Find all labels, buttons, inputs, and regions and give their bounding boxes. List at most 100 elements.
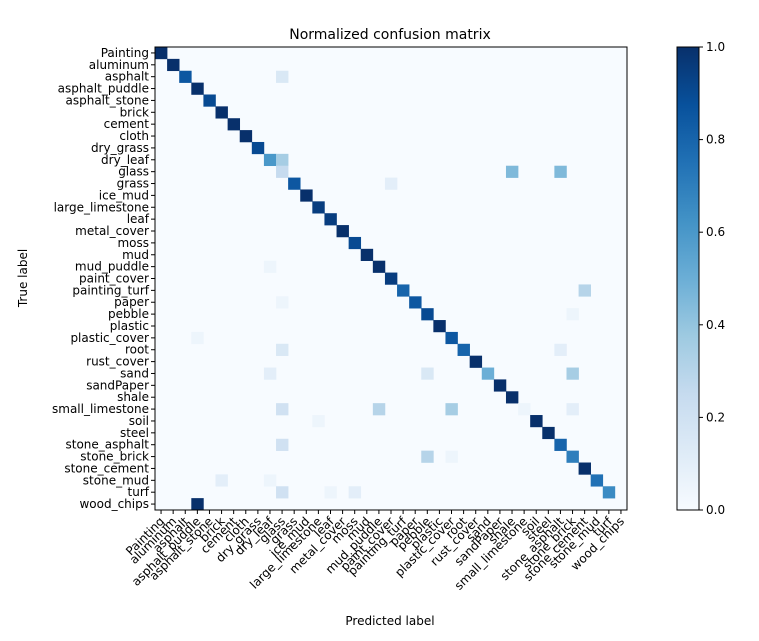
y-tick-label: plastic_cover — [70, 331, 149, 345]
heatmap-cell — [542, 426, 555, 440]
colorbar-tick-label: 0.6 — [706, 225, 725, 239]
y-tick-label: dry_leaf — [101, 153, 150, 167]
heatmap-cell — [469, 355, 483, 368]
heatmap-cell — [263, 153, 277, 167]
y-tick-label: wood_chips — [79, 497, 149, 511]
heatmap-cell — [215, 106, 228, 119]
y-tick-label: painting_turf — [72, 283, 149, 297]
y-tick-labels: Paintingaluminumasphaltasphalt_puddleasp… — [52, 46, 155, 511]
heatmap-cell — [397, 284, 410, 297]
colorbar — [676, 46, 700, 511]
heatmap-cell — [445, 403, 458, 416]
heatmap-cell — [179, 70, 192, 83]
y-tick-label: asphalt_stone — [65, 93, 149, 107]
colorbar-tick-label: 0.4 — [706, 318, 725, 332]
y-tick-label: small_limestone — [52, 402, 149, 416]
heatmap-cell — [312, 415, 325, 428]
y-tick-label: pebble — [108, 307, 149, 321]
y-tick-label: soil — [129, 414, 149, 428]
heatmap-cell — [602, 486, 616, 499]
heatmap-cell — [276, 343, 289, 356]
x-axis-label: Predicted label — [345, 614, 434, 628]
heatmap-cell — [263, 367, 277, 380]
heatmap-cell — [324, 486, 337, 499]
y-tick-label: sand — [120, 366, 149, 380]
y-tick-label: turf — [128, 485, 150, 499]
heatmap-cell — [421, 308, 434, 321]
colorbar-tick-label: 0.0 — [706, 503, 725, 517]
heatmap-cell — [505, 391, 519, 404]
y-tick-label: moss — [117, 236, 149, 250]
y-tick-label: ice_mud — [99, 188, 149, 202]
y-tick-label: asphalt — [105, 70, 150, 84]
heatmap-cell — [566, 367, 579, 380]
heatmap-cell — [167, 58, 180, 72]
y-tick-label: glass — [118, 165, 149, 179]
heatmap-cell — [566, 450, 579, 463]
heatmap-cell — [276, 403, 289, 416]
heatmap-cell — [481, 367, 495, 380]
heatmap-cell — [239, 130, 253, 143]
heatmap-cell — [372, 403, 386, 416]
y-tick-label: cloth — [119, 129, 149, 143]
y-tick-label: shale — [117, 390, 149, 404]
y-tick-label: large_limestone — [54, 200, 149, 214]
heatmap-cell — [263, 260, 277, 273]
heatmap-cell — [312, 201, 325, 214]
heatmap-cell — [566, 403, 579, 416]
y-tick-label: mud_puddle — [75, 260, 149, 274]
y-tick-label: plastic — [110, 319, 149, 333]
y-tick-label: asphalt_puddle — [58, 82, 149, 96]
heatmap-cell — [276, 153, 289, 167]
y-tick-label: rust_cover — [86, 355, 149, 369]
colorbar-tick-label: 1.0 — [706, 40, 725, 54]
heatmap-cell — [457, 343, 470, 356]
heatmap-cell — [191, 331, 204, 345]
y-tick-label: brick — [120, 105, 149, 119]
heatmap-cell — [590, 474, 604, 487]
colorbar-tick-label: 0.2 — [706, 410, 725, 424]
x-tick-labels: Paintingaluminumasphaltasphalt_puddleasp… — [123, 510, 627, 593]
heatmap-cell — [384, 272, 398, 285]
y-tick-label: cement — [104, 117, 150, 131]
y-tick-label: leaf — [127, 212, 150, 226]
heatmap-cell — [578, 462, 591, 475]
y-tick-label: paint_cover — [79, 272, 149, 286]
heatmap-cells — [155, 47, 627, 511]
y-tick-label: mud — [122, 248, 149, 262]
heatmap-cell — [445, 450, 458, 463]
y-tick-label: dry_grass — [91, 141, 149, 155]
y-tick-label: steel — [120, 426, 149, 440]
heatmap-cell — [276, 486, 289, 499]
heatmap-cell — [348, 486, 362, 499]
heatmap-cell — [578, 284, 591, 297]
heatmap-cell — [554, 165, 567, 178]
heatmap-cell — [554, 343, 567, 356]
y-axis-label: True label — [16, 249, 30, 308]
heatmap-cell — [276, 438, 289, 451]
heatmap-cell — [348, 236, 362, 250]
heatmap-cell — [445, 331, 458, 345]
y-tick-label: metal_cover — [75, 224, 149, 238]
heatmap-cell — [300, 189, 313, 202]
heatmap-cell — [384, 177, 398, 190]
y-tick-label: Painting — [101, 46, 149, 60]
y-tick-label: stone_asphalt — [65, 438, 149, 452]
heatmap-cell — [433, 320, 446, 333]
heatmap-cell — [288, 177, 301, 190]
heatmap-cell — [276, 296, 289, 309]
heatmap-cell — [276, 70, 289, 83]
heatmap-cell — [566, 308, 579, 321]
heatmap-cell — [336, 225, 349, 238]
heatmap-cell — [372, 260, 386, 273]
y-tick-label: paper — [114, 295, 149, 309]
heatmap-cell — [518, 403, 531, 416]
y-tick-label: aluminum — [89, 58, 149, 72]
heatmap-cell — [421, 367, 434, 380]
heatmap-cell — [493, 379, 507, 392]
heatmap-cell — [203, 94, 216, 107]
heatmap-cell — [227, 118, 241, 131]
colorbar-ticks: 0.0 0.2 0.4 0.6 0.8 1.0 — [699, 40, 725, 517]
heatmap-cell — [191, 82, 204, 95]
